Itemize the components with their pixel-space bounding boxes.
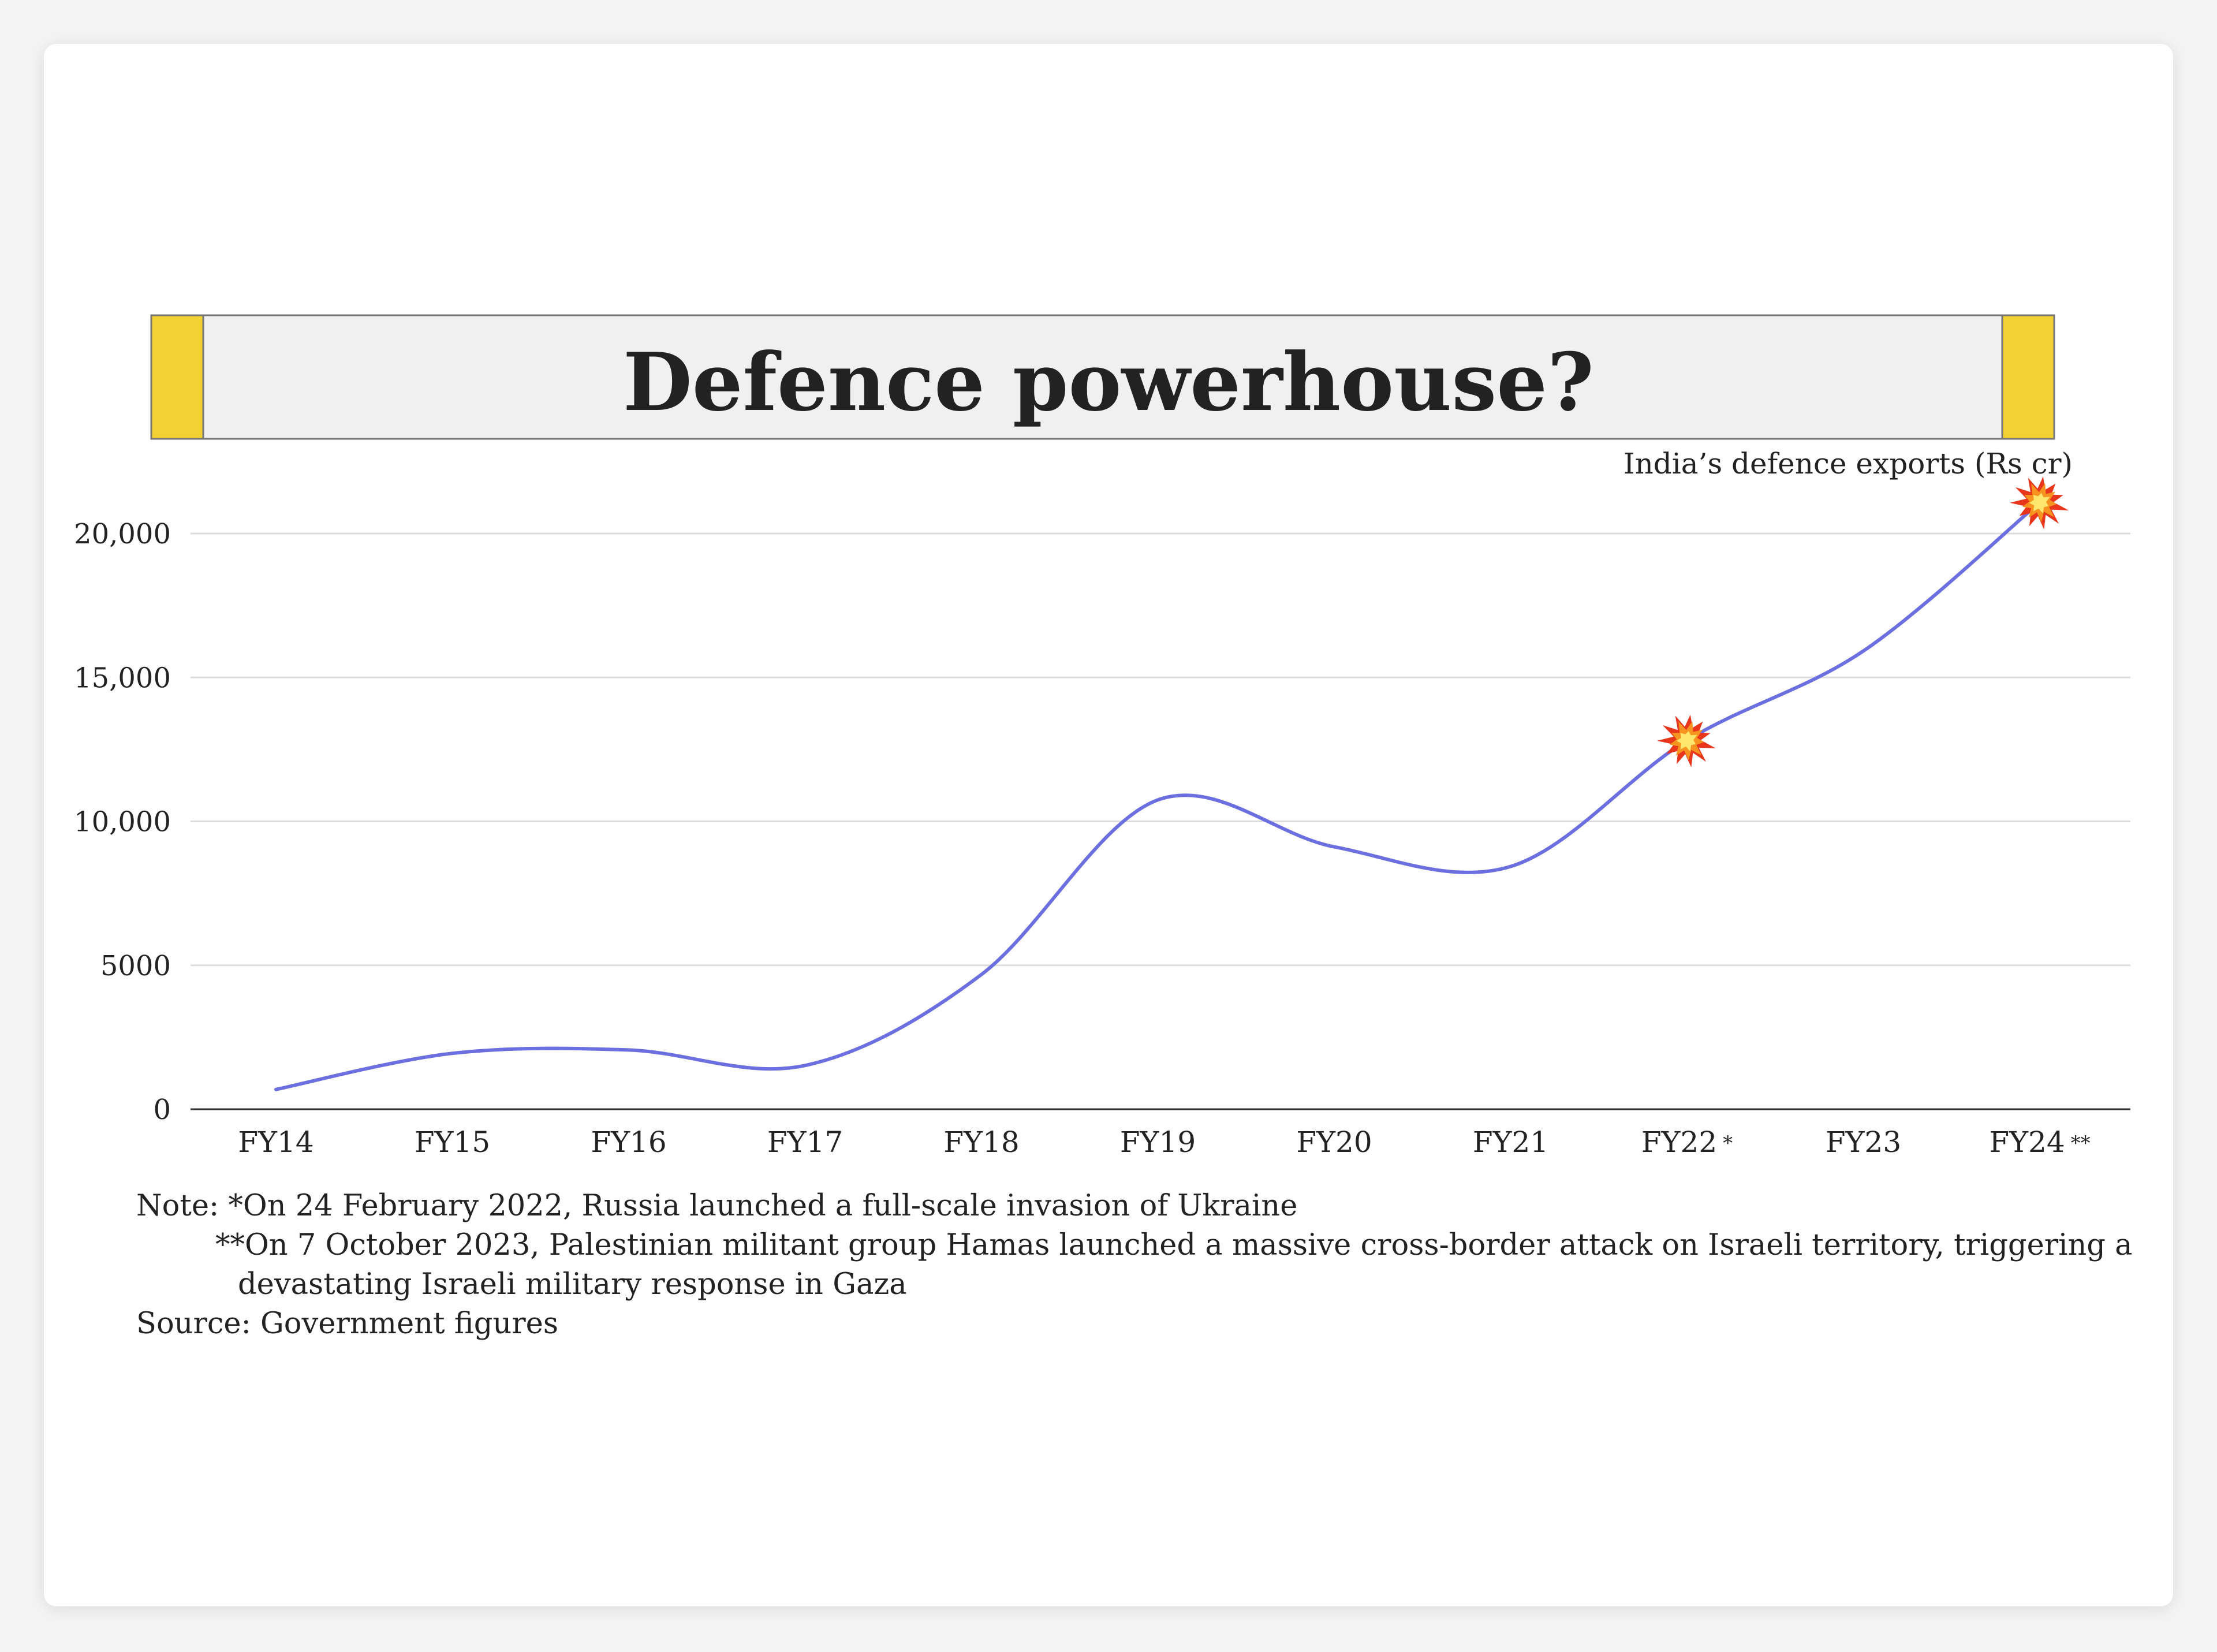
chart-subtitle: India’s defence exports (Rs cr) bbox=[1623, 447, 2073, 480]
x-tick-label: FY17 bbox=[767, 1125, 843, 1159]
title-banner-right-accent bbox=[2001, 314, 2055, 440]
note-line-3: devastating Israeli military response in… bbox=[238, 1267, 907, 1302]
x-tick-footnote-marker: ** bbox=[2071, 1132, 2091, 1155]
y-axis-tick-labels: 0 5000 10,000 15,000 20,000 bbox=[74, 518, 171, 1126]
y-tick-label: 20,000 bbox=[74, 518, 171, 550]
source-line: Source: Government figures bbox=[136, 1307, 558, 1341]
x-tick-label: FY23 bbox=[1826, 1125, 1901, 1159]
x-tick-footnote-marker: * bbox=[1723, 1132, 1733, 1155]
chart-notes: Note: *On 24 February 2022, Russia launc… bbox=[136, 1189, 2133, 1341]
x-tick-label: FY15 bbox=[415, 1125, 490, 1159]
highlight-markers bbox=[1657, 476, 2069, 767]
x-tick-label: FY21 bbox=[1473, 1125, 1548, 1159]
title-banner-left-accent bbox=[150, 314, 204, 440]
y-tick-label: 5000 bbox=[100, 950, 171, 982]
explosion-burst-icon bbox=[1657, 714, 1716, 767]
title-banner-box bbox=[150, 314, 2055, 440]
note-line-2: **On 7 October 2023, Palestinian militan… bbox=[215, 1228, 2133, 1262]
x-tick-label: FY14 bbox=[238, 1125, 313, 1159]
chart-title: Defence powerhouse? bbox=[623, 335, 1594, 429]
note-line-1: Note: *On 24 February 2022, Russia launc… bbox=[136, 1189, 1297, 1223]
gridlines bbox=[191, 532, 2130, 967]
x-tick-label: FY20 bbox=[1296, 1125, 1372, 1159]
series-line-defence-exports bbox=[274, 501, 2041, 1091]
y-tick-label: 0 bbox=[153, 1094, 171, 1126]
x-tick-label: FY19 bbox=[1120, 1125, 1196, 1159]
y-tick-label: 15,000 bbox=[74, 662, 171, 694]
y-tick-label: 10,000 bbox=[74, 806, 171, 838]
explosion-burst-icon bbox=[2010, 476, 2069, 529]
title-banner: Defence powerhouse? bbox=[150, 314, 2055, 440]
x-tick-label: FY16 bbox=[591, 1125, 666, 1159]
x-tick-label: FY18 bbox=[943, 1125, 1019, 1159]
chart-card bbox=[44, 44, 2173, 1606]
